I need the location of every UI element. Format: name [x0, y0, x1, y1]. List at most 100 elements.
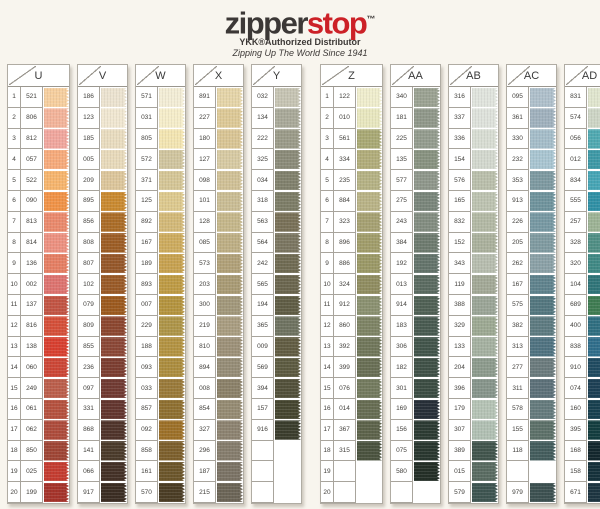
- color-swatch: [588, 253, 600, 274]
- swatch-cell: [413, 87, 440, 108]
- row-number: 13: [8, 336, 21, 358]
- color-code: 075: [391, 440, 413, 462]
- color-swatch: [275, 233, 301, 253]
- color-swatch: [101, 253, 127, 274]
- color-code: 133: [449, 336, 471, 358]
- color-code: 181: [391, 107, 413, 129]
- color-code: 186: [78, 87, 100, 108]
- swatch-row: 307: [449, 419, 498, 441]
- color-swatch: [275, 191, 301, 211]
- swatch-row: 093: [136, 357, 185, 379]
- swatch-cell: [587, 274, 600, 295]
- color-swatch: [472, 357, 498, 378]
- color-code: [334, 482, 356, 503]
- swatch-row: 573: [194, 253, 243, 275]
- swatch-cell: [471, 336, 498, 358]
- swatch-row: 12 816: [8, 315, 69, 337]
- swatch-cell: [471, 482, 498, 503]
- color-code: 805: [136, 128, 158, 150]
- color-code: 343: [449, 253, 471, 275]
- row-number: 6: [8, 190, 21, 212]
- swatch-row: 6 090: [8, 190, 69, 212]
- color-code: 125: [136, 190, 158, 212]
- color-swatch: [44, 108, 69, 128]
- swatch-row: 570: [136, 482, 185, 503]
- swatch-row: 388: [449, 294, 498, 316]
- color-swatch: [530, 108, 556, 128]
- color-code: 031: [136, 107, 158, 129]
- row-number: 11: [321, 294, 334, 316]
- color-code: 806: [21, 107, 43, 129]
- swatch-row: 209: [78, 170, 127, 191]
- swatch-cell: [158, 274, 185, 295]
- color-swatch: [44, 420, 69, 440]
- color-swatch: [217, 170, 243, 191]
- color-code: 005: [78, 149, 100, 171]
- logo-stop-text: stop: [306, 5, 368, 41]
- color-code: 138: [21, 336, 43, 358]
- swatch-cell: [158, 128, 185, 150]
- color-code: 337: [449, 107, 471, 129]
- column-panel-z: Z 1 122 2 010 3 561 4 334 5 235 6 884 7 323 8 896 9 886 10 3…: [320, 64, 383, 504]
- color-code: 400: [565, 315, 587, 337]
- swatch-cell: [471, 398, 498, 420]
- row-number: 1: [321, 87, 334, 108]
- swatch-cell: [529, 440, 556, 462]
- color-swatch: [472, 420, 498, 440]
- swatch-cell: [216, 461, 243, 483]
- swatch-cell: [100, 253, 127, 275]
- swatch-cell: [100, 274, 127, 295]
- swatch-cell: [158, 170, 185, 191]
- swatch-row: 1 122: [321, 87, 382, 108]
- color-swatch: [217, 316, 243, 336]
- color-code: 572: [136, 149, 158, 171]
- color-code: 331: [78, 398, 100, 420]
- color-swatch: [217, 482, 243, 503]
- swatch-cell: [587, 315, 600, 337]
- color-code: 574: [565, 107, 587, 129]
- swatch-row: 2 010: [321, 107, 382, 129]
- row-number: 10: [8, 274, 21, 295]
- color-swatch: [530, 274, 556, 295]
- swatch-row: 203: [194, 274, 243, 295]
- color-swatch: [357, 129, 382, 149]
- column-label: X: [214, 69, 223, 82]
- color-code: 361: [507, 107, 529, 129]
- color-code: [252, 482, 274, 503]
- swatch-cell: [216, 398, 243, 420]
- swatch-cell: [274, 294, 301, 316]
- swatch-cell: [43, 378, 69, 399]
- swatch-row: 858: [136, 440, 185, 462]
- color-code: 914: [391, 294, 413, 316]
- color-code: 262: [507, 253, 529, 275]
- color-swatch: [588, 191, 600, 211]
- color-code: 008: [194, 378, 216, 399]
- color-code: 033: [136, 378, 158, 399]
- swatch-cell: [274, 170, 301, 191]
- swatch-cell: [471, 232, 498, 254]
- color-swatch: [530, 295, 556, 315]
- color-swatch: [588, 482, 600, 503]
- color-code: 157: [252, 398, 274, 420]
- swatch-row: 8 896: [321, 232, 382, 254]
- color-swatch: [414, 191, 440, 211]
- swatch-cell: [274, 378, 301, 399]
- swatch-row: 085: [194, 232, 243, 254]
- color-code: 323: [334, 211, 356, 233]
- swatch-row: 910: [565, 357, 600, 379]
- color-code: 226: [507, 211, 529, 233]
- swatch-cell: [356, 107, 382, 129]
- color-code: 179: [449, 398, 471, 420]
- swatch-row: 157: [252, 398, 301, 420]
- swatch-cell: [43, 294, 69, 316]
- color-code: 119: [449, 274, 471, 295]
- swatch-row: 838: [565, 336, 600, 358]
- column-header-aa: AA: [391, 65, 440, 87]
- row-number: 9: [8, 253, 21, 275]
- swatch-row: 133: [449, 336, 498, 358]
- color-code: 232: [507, 149, 529, 171]
- brand-logo: zipperstop™: [0, 5, 600, 41]
- swatch-row: 033: [136, 378, 185, 399]
- swatch-cell: [356, 211, 382, 233]
- swatch-cell: [216, 253, 243, 275]
